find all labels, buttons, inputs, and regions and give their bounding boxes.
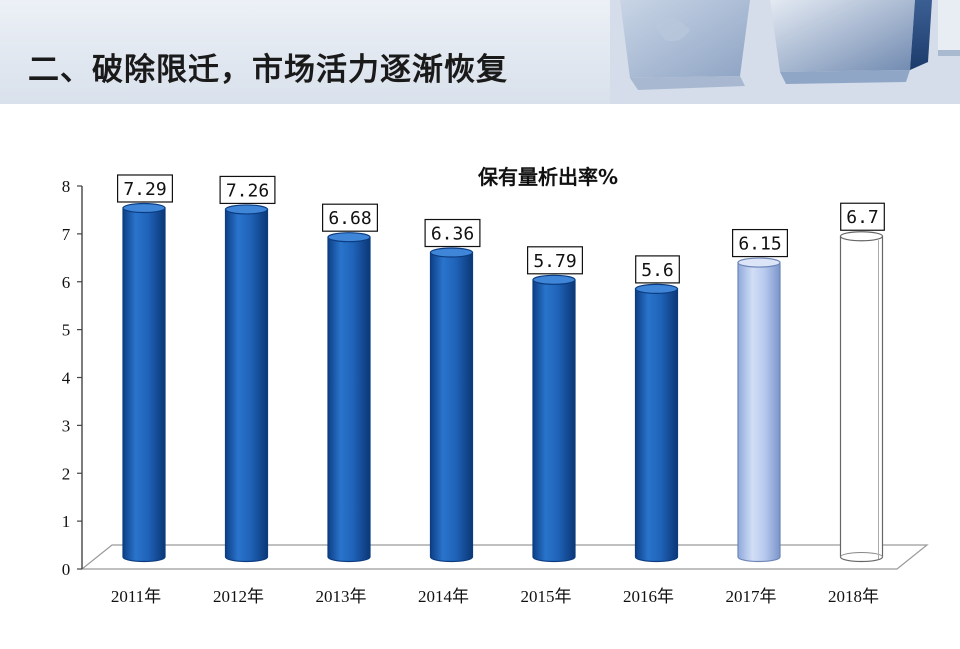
chart-floor	[80, 544, 929, 570]
data-label-text: 7.26	[226, 180, 269, 201]
bar-body	[224, 208, 269, 563]
header-decoration-image	[610, 0, 960, 104]
slide-title: 二、破除限迁，市场活力逐渐恢复	[28, 52, 508, 88]
data-label-box	[116, 174, 173, 203]
bar-top-cap	[122, 202, 166, 214]
x-category-label: 2013年	[316, 587, 367, 606]
chart-bars	[122, 202, 884, 563]
data-label-box	[424, 218, 481, 248]
bar-top-cap	[224, 204, 269, 215]
y-axis-ticks: 0 1 2 3 4 5 6 7 8	[62, 177, 82, 579]
data-label-box	[526, 246, 583, 275]
bar-2015年	[532, 274, 576, 563]
bar-top-cap	[737, 257, 781, 268]
bar-2014年	[429, 247, 474, 563]
y-tick-label: 3	[62, 416, 71, 435]
data-label-text: 7.29	[123, 179, 166, 200]
bar-top-cap	[634, 283, 679, 294]
x-category-label: 2016年	[623, 587, 674, 606]
data-label-text: 6.7	[846, 207, 879, 228]
bar-chart: 保有量析出率% 0 1 2 3 4 5 6 7 8 7.29 7.26 6.68 6.36 5.79 5.…	[62, 165, 929, 606]
bar-2011年	[122, 202, 166, 563]
bar-top-cap	[839, 231, 884, 242]
data-label-box	[219, 175, 276, 205]
x-category-label: 2018年	[828, 587, 879, 606]
data-label-2014年: 6.36	[424, 218, 481, 248]
bar-body	[532, 279, 576, 563]
data-label-box	[840, 202, 885, 231]
bar-body	[839, 235, 884, 563]
y-tick-label: 8	[62, 177, 71, 196]
data-label-2012年: 7.26	[219, 175, 276, 205]
data-label-text: 6.36	[431, 224, 474, 245]
bar-base-back-edge	[840, 552, 883, 558]
bar-body	[429, 251, 474, 563]
bar-body	[327, 236, 371, 563]
bar-2017年	[737, 257, 781, 563]
bar-2012年	[224, 204, 269, 563]
data-label-box	[322, 203, 379, 232]
y-tick-label: 2	[62, 464, 71, 483]
bar-top-cap	[532, 274, 576, 285]
y-tick-label: 7	[62, 225, 71, 244]
data-label-text: 6.15	[738, 234, 781, 255]
bar-2018年	[839, 231, 884, 563]
data-label-text: 5.6	[641, 260, 674, 281]
y-tick-label: 0	[62, 560, 71, 579]
bar-body	[122, 207, 166, 563]
data-label-text: 6.68	[328, 208, 371, 229]
x-category-label: 2012年	[213, 587, 264, 606]
x-axis-categories: 2011年 2012年 2013年 2014年 2015年 2016年 2017年 2018年	[111, 587, 879, 606]
x-category-label: 2015年	[521, 587, 572, 606]
data-label-box	[731, 228, 788, 258]
y-tick-label: 6	[62, 273, 71, 292]
data-label-box	[635, 255, 680, 284]
y-tick-label: 1	[62, 512, 71, 531]
data-label-2011年: 7.29	[116, 174, 173, 203]
y-tick-label: 4	[62, 369, 71, 388]
data-label-2015年: 5.79	[526, 246, 583, 275]
bar-2013年	[327, 232, 371, 563]
header-band: 二、破除限迁，市场活力逐渐恢复	[0, 0, 960, 104]
chart-title: 保有量析出率%	[477, 165, 618, 189]
data-label-text: 5.79	[533, 251, 576, 272]
bar-top-cap	[327, 232, 371, 243]
y-tick-label: 5	[62, 321, 71, 340]
data-label-2018年: 6.7	[840, 202, 885, 231]
data-label-2016年: 5.6	[635, 255, 680, 284]
bar-body	[737, 261, 781, 563]
data-label-2013年: 6.68	[322, 203, 379, 232]
bar-body	[634, 288, 679, 563]
x-category-label: 2014年	[418, 587, 469, 606]
data-label-2017年: 6.15	[731, 228, 788, 258]
x-category-label: 2017年	[726, 587, 777, 606]
x-category-label: 2011年	[111, 587, 161, 606]
bar-top-cap	[429, 247, 474, 258]
bar-2016年	[634, 283, 679, 563]
chart-data-labels: 7.29 7.26 6.68 6.36 5.79 5.6 6.15 6.7	[116, 174, 885, 284]
